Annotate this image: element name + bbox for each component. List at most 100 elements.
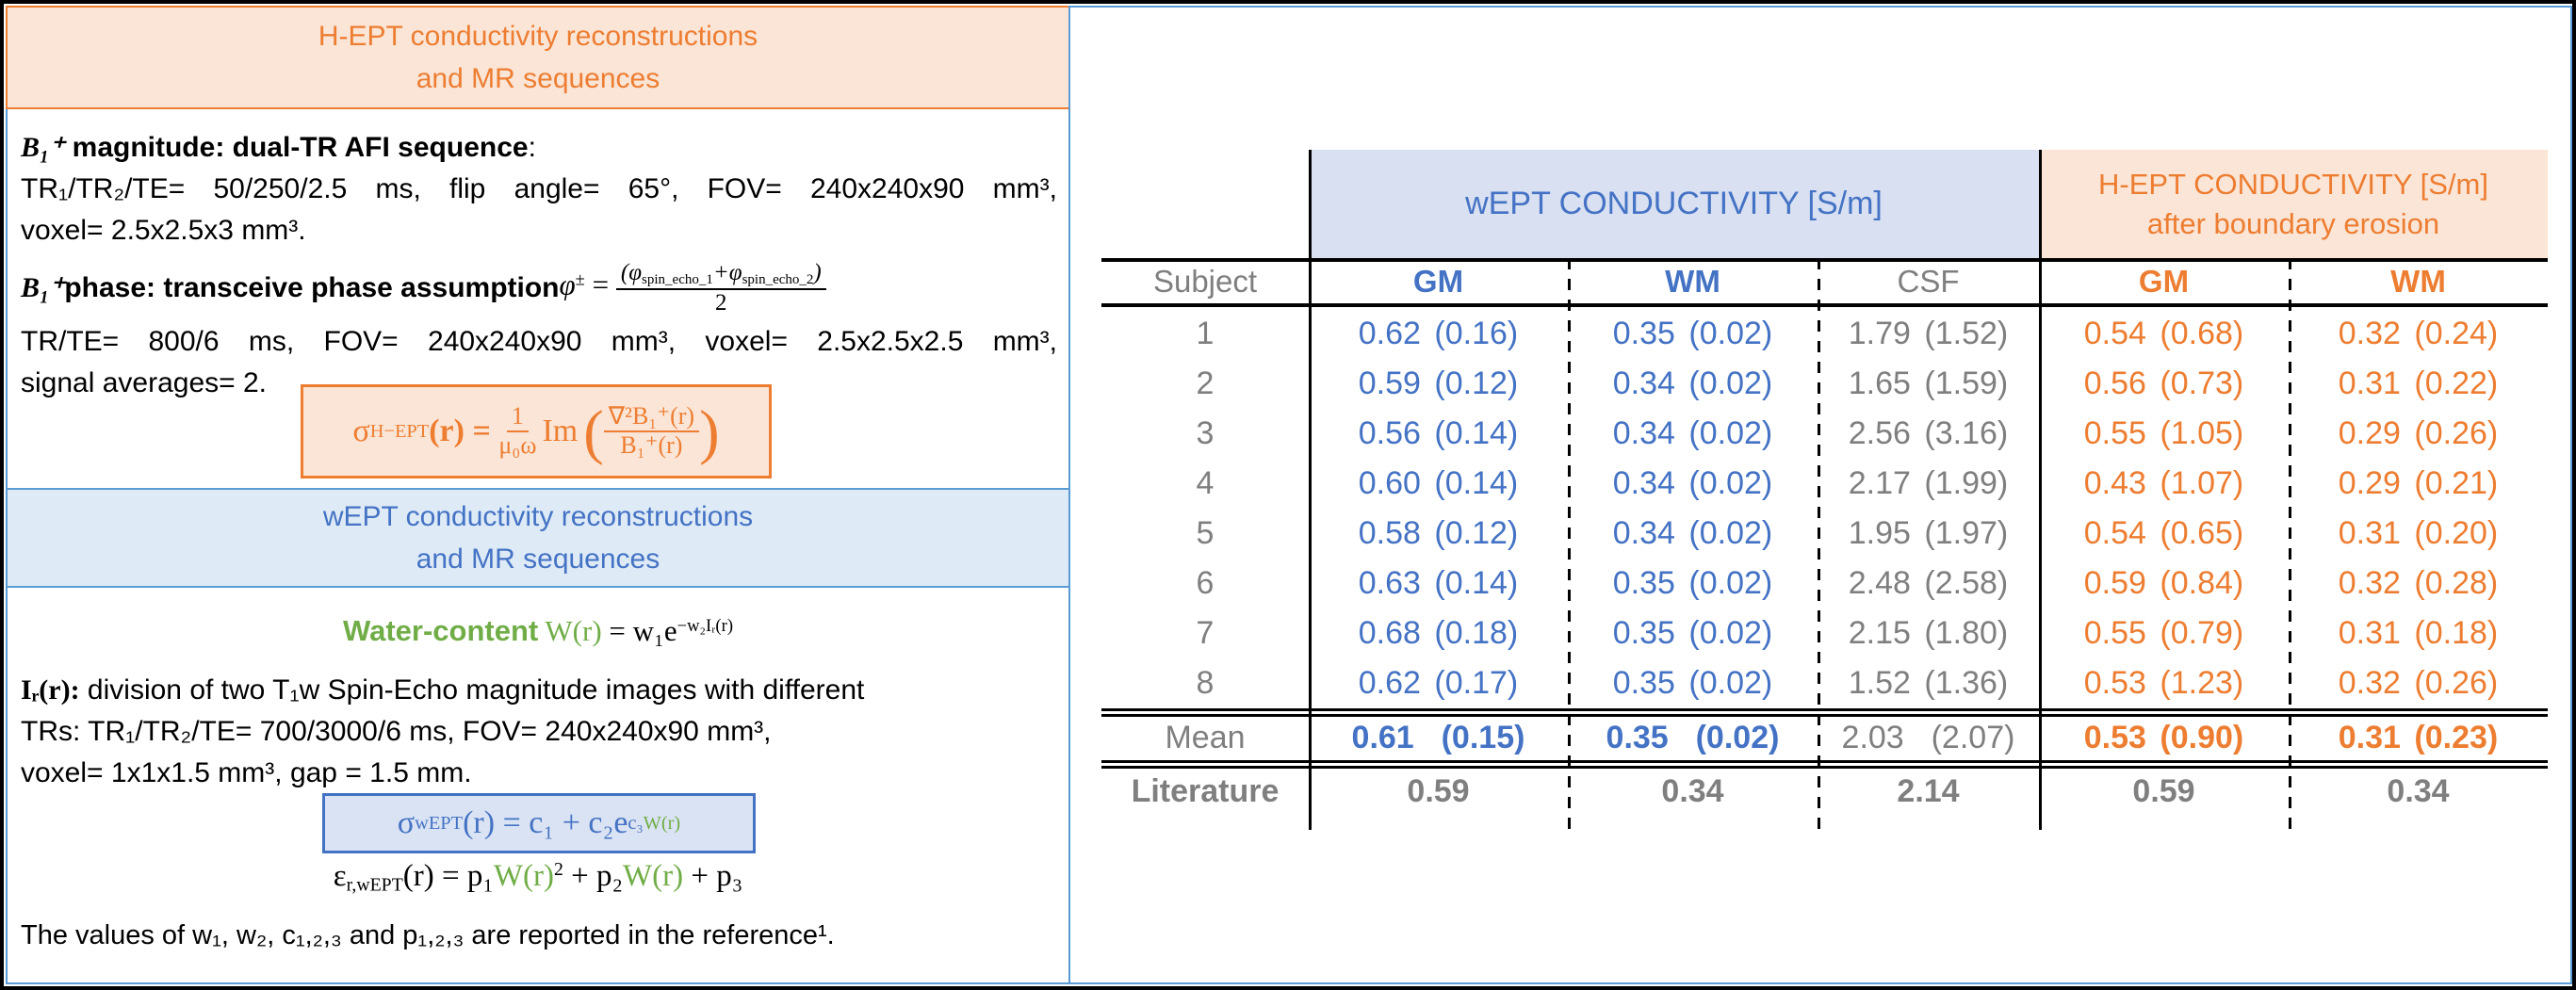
value-cell: 0.55 (0.79)	[2083, 615, 2244, 651]
value-cell: 0.35 (0.02)	[1612, 565, 1773, 601]
value-cell: 2.14	[1897, 772, 1960, 809]
column-header-wm: WM	[2390, 264, 2446, 299]
rule-top	[1101, 258, 2548, 262]
table-row: 1 0.62 (0.16) 0.35 (0.02) 1.79 (1.52) 0.54 (…	[1101, 309, 2548, 359]
value-cell: 0.35 (0.02)	[1606, 719, 1780, 755]
value-cell: 0.34 (0.02)	[1612, 365, 1773, 401]
hept-conductivity-formula: σ H−EPT (r) = 1 μ₀ω Im ( ∇²B₁⁺(r) B₁⁺(r) )	[301, 384, 772, 479]
value-cell: 0.35 (0.02)	[1612, 615, 1773, 651]
b1-phase-params-1: TR/TE= 800/6 ms, FOV= 240x240x90 mm³, vo…	[21, 326, 1057, 357]
value-cell: 0.31 (0.20)	[2338, 515, 2499, 551]
value-cell: 0.59 (0.84)	[2083, 565, 2244, 601]
rule-above-mean-1	[1101, 708, 2548, 711]
value-cell: 1.79 (1.52)	[1848, 316, 2009, 351]
value-cell: 0.32 (0.26)	[2338, 665, 2499, 701]
rule-below-mean-2	[1101, 766, 2548, 769]
footnote: The values of w₁, w₂, c₁,₂,₃ and p₁,₂,₃ …	[21, 920, 835, 950]
row-label: 5	[1196, 515, 1215, 551]
value-cell: 0.29 (0.26)	[2338, 415, 2499, 451]
value-cell: 0.31 (0.18)	[2338, 615, 2499, 651]
value-cell: 2.48 (2.58)	[1848, 565, 2009, 601]
value-cell: 1.65 (1.59)	[1848, 365, 2009, 401]
value-cell: 0.56 (0.73)	[2083, 365, 2244, 401]
table-header-row: Subject GM WM CSF GM WM	[1101, 260, 2548, 303]
row-label: Literature	[1131, 772, 1280, 809]
wept-conductivity-formula: σ wEPT (r) = c₁ + c₂e c₃ W(r)	[322, 793, 756, 853]
value-cell: 0.35 (0.02)	[1612, 316, 1773, 351]
b1-magnitude-title: B₁⁺ magnitude: dual-TR AFI sequence:	[21, 132, 536, 163]
column-header-gm: GM	[2138, 264, 2190, 299]
b1-symbol: B₁⁺	[21, 272, 65, 303]
value-cell: 0.53 (1.23)	[2083, 665, 2244, 701]
permittivity-formula: εr,wEPT(r) = p₁W(r)2 + p₂W(r) + p₃	[333, 859, 743, 896]
value-cell: 0.56 (0.14)	[1358, 415, 1519, 451]
value-cell: 0.31 (0.23)	[2338, 719, 2499, 755]
value-cell: 0.32 (0.24)	[2338, 316, 2499, 351]
hept-section-header: H-EPT conductivity reconstructions and M…	[6, 6, 1070, 109]
value-cell: 0.31 (0.22)	[2338, 365, 2499, 401]
row-label: 2	[1196, 365, 1215, 401]
value-cell: 0.53 (0.90)	[2083, 719, 2244, 755]
value-cell: 1.52 (1.36)	[1848, 665, 2009, 701]
wept-band: wEPT CONDUCTIVITY [S/m]	[1309, 150, 2039, 258]
value-cell: 2.03 (2.07)	[1841, 719, 2015, 755]
value-cell: 0.54 (0.68)	[2083, 316, 2244, 351]
value-cell: 0.34	[1661, 772, 1724, 809]
hept-band-title-line2: after boundary erosion	[2146, 206, 2440, 240]
value-cell: 0.59	[1407, 772, 1470, 809]
hept-band-title-line1: H-EPT CONDUCTIVITY [S/m]	[2098, 167, 2488, 201]
rule-above-mean-2	[1101, 714, 2548, 717]
wept-header-line2: and MR sequences	[416, 544, 660, 575]
table-literature-row: Literature 0.59 0.34 2.14 0.59 0.34	[1101, 769, 2548, 814]
vrule-subject-gm	[1309, 150, 1312, 830]
vdash-gm-wm	[1568, 258, 1571, 830]
ir-paragraph-line3: voxel= 1x1x1.5 mm³, gap = 1.5 mm.	[21, 757, 472, 788]
value-cell: 0.62 (0.17)	[1358, 665, 1519, 701]
table-rows: 1 0.62 (0.16) 0.35 (0.02) 1.79 (1.52) 0.54 (…	[1101, 309, 2548, 708]
value-cell: 0.63 (0.14)	[1358, 565, 1519, 601]
value-cell: 0.34 (0.02)	[1612, 415, 1773, 451]
table-row: 3 0.56 (0.14) 0.34 (0.02) 2.56 (3.16) 0.55 (…	[1101, 409, 2548, 459]
b1-magnitude-params-2: voxel= 2.5x2.5x3 mm³.	[21, 215, 306, 246]
value-cell: 0.59 (0.12)	[1358, 365, 1519, 401]
value-cell: 0.60 (0.14)	[1358, 465, 1519, 501]
value-cell: 0.43 (1.07)	[2083, 465, 2244, 501]
water-content-formula: Water-content W(r) = w₁e−w₂Iᵣ(r)	[342, 614, 734, 647]
hept-header-line2: and MR sequences	[416, 63, 660, 94]
table-mean-row: Mean 0.61 (0.15) 0.35 (0.02) 2.03 (2.07) 0.5…	[1101, 717, 2548, 758]
ir-paragraph-line2: TRs: TR₁/TR₂/TE= 700/3000/6 ms, FOV= 240…	[21, 716, 772, 747]
row-label: 8	[1196, 665, 1215, 701]
value-cell: 2.56 (3.16)	[1848, 415, 2009, 451]
table-row: 4 0.60 (0.14) 0.34 (0.02) 2.17 (1.99) 0.43 (…	[1101, 459, 2548, 509]
value-cell: 0.29 (0.21)	[2338, 465, 2499, 501]
rule-under-header	[1101, 303, 2548, 307]
column-header-wm: WM	[1665, 264, 1720, 299]
row-label: Mean	[1165, 719, 1246, 755]
rule-below-mean-1	[1101, 760, 2548, 763]
vdash-wm-csf	[1818, 258, 1820, 830]
value-cell: 0.34 (0.02)	[1612, 465, 1773, 501]
row-label: 3	[1196, 415, 1215, 451]
value-cell: 0.68 (0.18)	[1358, 615, 1519, 651]
value-cell: 0.34 (0.02)	[1612, 515, 1773, 551]
table-row: 8 0.62 (0.17) 0.35 (0.02) 1.52 (1.36) 0.53 (…	[1101, 658, 2548, 708]
phase-formula: φ± = (φspin_echo_1+φspin_echo_2) 2	[560, 260, 826, 316]
row-label: 6	[1196, 565, 1215, 601]
row-label: 7	[1196, 615, 1215, 651]
value-cell: 0.35 (0.02)	[1612, 665, 1773, 701]
wept-band-title: wEPT CONDUCTIVITY [S/m]	[1465, 186, 1883, 221]
value-cell: 2.15 (1.80)	[1848, 615, 2009, 651]
column-header-subject: Subject	[1152, 264, 1258, 299]
row-label: 1	[1196, 316, 1215, 351]
vrule-csf-hept	[2039, 150, 2042, 830]
value-cell: 2.17 (1.99)	[1848, 465, 2009, 501]
hept-header-line1: H-EPT conductivity reconstructions	[318, 21, 758, 52]
table-row: 5 0.58 (0.12) 0.34 (0.02) 1.95 (1.97) 0.54 (…	[1101, 509, 2548, 559]
value-cell: 0.62 (0.16)	[1358, 316, 1519, 351]
b1-symbol: B₁⁺	[21, 132, 65, 163]
column-header-gm: GM	[1412, 264, 1464, 299]
value-cell: 0.32 (0.28)	[2338, 565, 2499, 601]
ir-paragraph-line1: Iᵣ(r): division of two T₁w Spin-Echo mag…	[21, 674, 865, 706]
hept-band: H-EPT CONDUCTIVITY [S/m] after boundary …	[2039, 150, 2548, 258]
